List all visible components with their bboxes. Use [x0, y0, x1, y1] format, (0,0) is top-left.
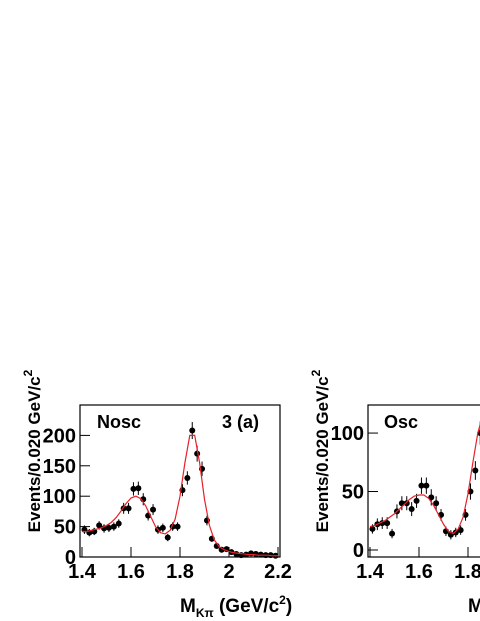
x-tick-label: 1.6	[117, 561, 145, 583]
data-point	[423, 482, 430, 489]
x-axis-label: MKπ (GeV/c2)	[180, 593, 292, 620]
data-point	[472, 467, 479, 474]
data-point	[433, 500, 440, 507]
y-axis-label: Events/0.020 GeV/c2	[21, 369, 44, 532]
y-axis-label: Events/0.020 GeV/c2	[309, 369, 332, 532]
x-tick-label: 1.8	[454, 561, 480, 583]
y-tick-label: 50	[54, 517, 76, 539]
y-label-sup: 2	[21, 369, 35, 376]
data-point	[384, 520, 391, 527]
data-point	[418, 482, 425, 489]
x-tick-label: 1.4	[68, 561, 97, 583]
y-label-part: Events/0.020 GeV/c	[25, 376, 44, 532]
data-point	[413, 497, 420, 504]
y-label-sup: 2	[309, 369, 323, 376]
y-tick-label: 100	[43, 486, 76, 508]
data-point	[115, 520, 122, 527]
data-point	[96, 522, 103, 529]
x-tick-label: 1.8	[166, 561, 194, 583]
x-label-part: )	[286, 596, 292, 617]
data-point	[164, 534, 171, 541]
data-point	[218, 546, 225, 553]
y-label-part: Events/0.020 GeV/c	[313, 376, 332, 532]
data-point	[130, 485, 137, 492]
panel: 0 50 100 150 200 1.4 1.6 1.8 2 2.2 Events/0.020 Ge…	[21, 369, 292, 620]
data-point	[125, 505, 132, 512]
x-label-part: Kπ	[196, 606, 214, 620]
data-point	[159, 524, 166, 531]
data-point	[110, 523, 117, 530]
x-label-part: M	[468, 596, 480, 617]
data-point	[408, 506, 415, 513]
y-tick-label: 150	[43, 456, 76, 478]
y-tick-label: 200	[43, 425, 76, 447]
y-tick-label: 0	[353, 540, 364, 562]
annotation: Nosc	[97, 412, 141, 432]
data-point	[389, 530, 396, 537]
data-point	[369, 525, 376, 532]
x-label-part: 2	[279, 593, 286, 607]
data-point	[189, 427, 196, 434]
y-tick-label: 100	[331, 423, 364, 445]
data-point	[150, 506, 157, 513]
data-point	[452, 529, 459, 536]
data-point	[403, 500, 410, 507]
x-axis-label: MKπ (	[468, 596, 480, 620]
x-label-part: (GeV/c	[214, 596, 280, 617]
annotation: Osc	[384, 412, 418, 432]
data-point	[105, 524, 112, 531]
panel: 0 50 100 1.4 1.6 1.8 Events/0.020 GeV/c2 MKπ ( O…	[309, 369, 480, 620]
x-tick-label: 1.4	[356, 561, 385, 583]
x-tick-label: 1.6	[405, 561, 433, 583]
data-point	[184, 474, 191, 481]
x-tick-label: 2.2	[264, 561, 292, 583]
y-tick-label: 0	[65, 547, 76, 569]
data-point	[174, 523, 181, 530]
annotation: 3 (a)	[222, 412, 259, 432]
fit-curve	[82, 434, 278, 557]
data-point	[257, 551, 264, 558]
y-tick-label: 50	[342, 482, 364, 504]
x-tick-label: 2	[223, 561, 234, 583]
fit-curve	[369, 422, 480, 535]
data-point	[135, 485, 142, 492]
data-point	[457, 527, 464, 534]
x-label-part: M	[180, 596, 196, 617]
